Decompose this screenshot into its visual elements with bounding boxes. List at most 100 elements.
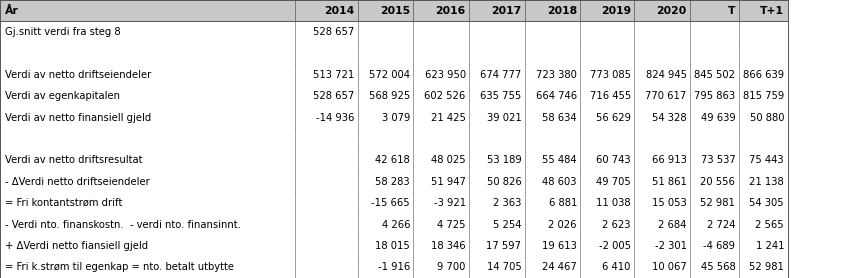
- Bar: [634, 235, 690, 257]
- Text: 513 721: 513 721: [313, 70, 354, 80]
- Bar: [295, 214, 358, 235]
- Text: 54 328: 54 328: [652, 113, 687, 123]
- Bar: [690, 257, 739, 278]
- Bar: [0, 21, 295, 43]
- Text: -3 921: -3 921: [433, 198, 466, 208]
- Bar: [525, 192, 580, 214]
- Bar: [0, 128, 295, 150]
- Text: 75 443: 75 443: [750, 155, 784, 165]
- Bar: [295, 43, 358, 64]
- Bar: [739, 0, 788, 21]
- Bar: [634, 43, 690, 64]
- Text: 50 826: 50 826: [486, 177, 521, 187]
- Text: -1 916: -1 916: [377, 262, 410, 272]
- Bar: [413, 107, 469, 128]
- Bar: [469, 128, 525, 150]
- Text: 10 067: 10 067: [651, 262, 687, 272]
- Bar: [739, 171, 788, 192]
- Text: Verdi av netto driftseiendeler: Verdi av netto driftseiendeler: [5, 70, 152, 80]
- Text: 18 015: 18 015: [375, 241, 410, 251]
- Bar: [580, 214, 634, 235]
- Text: - Verdi nto. finanskostn.  - verdi nto. finansinnt.: - Verdi nto. finanskostn. - verdi nto. f…: [5, 220, 241, 230]
- Text: 56 629: 56 629: [596, 113, 631, 123]
- Text: 845 502: 845 502: [694, 70, 735, 80]
- Bar: [690, 235, 739, 257]
- Bar: [634, 192, 690, 214]
- Text: T: T: [728, 6, 735, 16]
- Text: 528 657: 528 657: [313, 27, 354, 37]
- Bar: [690, 21, 739, 43]
- Text: 4 266: 4 266: [382, 220, 410, 230]
- Bar: [690, 214, 739, 235]
- Bar: [469, 235, 525, 257]
- Bar: [358, 257, 413, 278]
- Bar: [358, 21, 413, 43]
- Text: - ΔVerdi netto driftseiendeler: - ΔVerdi netto driftseiendeler: [5, 177, 150, 187]
- Bar: [634, 0, 690, 21]
- Text: 9 700: 9 700: [437, 262, 466, 272]
- Text: 1 241: 1 241: [756, 241, 784, 251]
- Text: 2 724: 2 724: [707, 220, 735, 230]
- Bar: [580, 150, 634, 171]
- Text: 55 484: 55 484: [543, 155, 577, 165]
- Bar: [469, 64, 525, 86]
- Bar: [413, 235, 469, 257]
- Text: 2 684: 2 684: [658, 220, 687, 230]
- Text: 58 634: 58 634: [543, 113, 577, 123]
- Text: 568 925: 568 925: [369, 91, 410, 101]
- Bar: [634, 21, 690, 43]
- Bar: [634, 150, 690, 171]
- Bar: [0, 214, 295, 235]
- Text: 2018: 2018: [547, 6, 577, 16]
- Bar: [0, 150, 295, 171]
- Text: 48 603: 48 603: [543, 177, 577, 187]
- Bar: [634, 128, 690, 150]
- Bar: [690, 43, 739, 64]
- Bar: [358, 171, 413, 192]
- Text: 19 613: 19 613: [542, 241, 577, 251]
- Bar: [525, 107, 580, 128]
- Bar: [634, 107, 690, 128]
- Text: 5 254: 5 254: [493, 220, 521, 230]
- Bar: [739, 64, 788, 86]
- Bar: [358, 0, 413, 21]
- Bar: [690, 192, 739, 214]
- Text: 815 759: 815 759: [743, 91, 784, 101]
- Bar: [358, 107, 413, 128]
- Bar: [0, 43, 295, 64]
- Text: 66 913: 66 913: [651, 155, 687, 165]
- Bar: [413, 214, 469, 235]
- Text: -15 665: -15 665: [372, 198, 410, 208]
- Text: 623 950: 623 950: [425, 70, 466, 80]
- Text: -2 301: -2 301: [655, 241, 687, 251]
- Text: 24 467: 24 467: [542, 262, 577, 272]
- Bar: [413, 0, 469, 21]
- Text: 18 346: 18 346: [431, 241, 466, 251]
- Bar: [413, 192, 469, 214]
- Bar: [525, 21, 580, 43]
- Bar: [739, 257, 788, 278]
- Bar: [0, 192, 295, 214]
- Text: 770 617: 770 617: [645, 91, 687, 101]
- Bar: [413, 257, 469, 278]
- Bar: [413, 128, 469, 150]
- Bar: [295, 107, 358, 128]
- Bar: [739, 128, 788, 150]
- Bar: [469, 214, 525, 235]
- Text: 674 777: 674 777: [480, 70, 521, 80]
- Bar: [295, 21, 358, 43]
- Bar: [295, 0, 358, 21]
- Bar: [634, 86, 690, 107]
- Text: 664 746: 664 746: [536, 91, 577, 101]
- Text: 2014: 2014: [324, 6, 354, 16]
- Text: T+1: T+1: [760, 6, 784, 16]
- Text: 52 981: 52 981: [700, 198, 735, 208]
- Bar: [0, 235, 295, 257]
- Text: 50 880: 50 880: [750, 113, 784, 123]
- Bar: [469, 150, 525, 171]
- Text: 45 568: 45 568: [700, 262, 735, 272]
- Bar: [413, 64, 469, 86]
- Bar: [739, 86, 788, 107]
- Bar: [295, 235, 358, 257]
- Bar: [525, 0, 580, 21]
